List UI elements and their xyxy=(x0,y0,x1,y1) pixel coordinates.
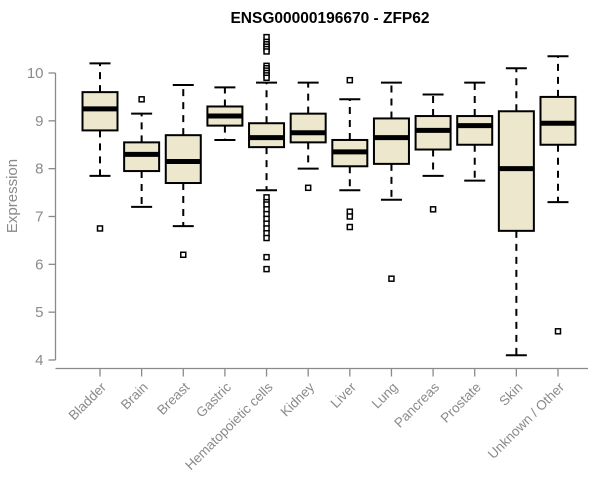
x-tick-label: Brain xyxy=(118,380,151,413)
boxplot-hematopoietic-cells xyxy=(248,33,286,273)
boxplot-lung xyxy=(372,81,410,282)
y-tick-label: 9 xyxy=(35,113,43,130)
outlier-point xyxy=(263,265,270,273)
outlier-point xyxy=(388,275,395,282)
y-tick-label: 8 xyxy=(35,161,43,178)
y-tick-label: 5 xyxy=(35,304,43,321)
boxplot-unknown-other xyxy=(539,55,577,335)
boxplot-skin xyxy=(497,67,535,357)
outlier-point xyxy=(96,225,104,232)
outlier-point xyxy=(346,223,354,231)
outlier-point xyxy=(138,96,145,103)
y-tick-label: 4 xyxy=(35,352,43,369)
x-tick-label: Bladder xyxy=(66,379,110,423)
y-axis-label: Expression xyxy=(4,159,21,233)
outlier-point xyxy=(263,74,270,82)
boxes-layer xyxy=(81,33,577,357)
boxplot-pancreas xyxy=(414,93,452,213)
x-tick-label: Breast xyxy=(154,379,192,417)
y-tick-label: 10 xyxy=(27,65,44,82)
x-tick-label: Pancreas xyxy=(391,379,442,430)
boxplot-breast xyxy=(164,83,202,259)
iqr-box xyxy=(372,117,410,165)
outlier-point xyxy=(263,253,270,261)
boxplot-gastric xyxy=(206,86,244,141)
iqr-box xyxy=(456,115,494,146)
outlier-point xyxy=(346,213,354,220)
x-tick-label: Prostate xyxy=(438,380,484,426)
x-tick-label: Gastric xyxy=(193,379,234,420)
outlier-point xyxy=(429,206,437,213)
x-tick-label: Skin xyxy=(496,380,525,409)
x-tick-label: Lung xyxy=(369,380,401,412)
outlier-point xyxy=(263,48,270,55)
x-tick-label: Unknown / Other xyxy=(485,379,568,462)
boxplot-prostate xyxy=(456,81,494,182)
outlier-point xyxy=(263,234,270,242)
x-tick-label: Kidney xyxy=(278,379,318,419)
outlier-point xyxy=(554,328,562,335)
chart-title: ENSG00000196670 - ZFP62 xyxy=(230,10,429,27)
boxplot-liver xyxy=(331,76,369,231)
boxplot-bladder xyxy=(81,62,119,232)
y-tick-label: 6 xyxy=(35,256,43,273)
outlier-point xyxy=(304,184,312,192)
x-tick-label: Liver xyxy=(328,379,360,411)
y-tick-label: 7 xyxy=(35,208,43,225)
outlier-point xyxy=(346,76,354,84)
boxplot-brain xyxy=(123,96,161,208)
iqr-box xyxy=(289,112,327,144)
boxplot-kidney xyxy=(289,81,327,192)
outlier-point xyxy=(180,251,187,259)
